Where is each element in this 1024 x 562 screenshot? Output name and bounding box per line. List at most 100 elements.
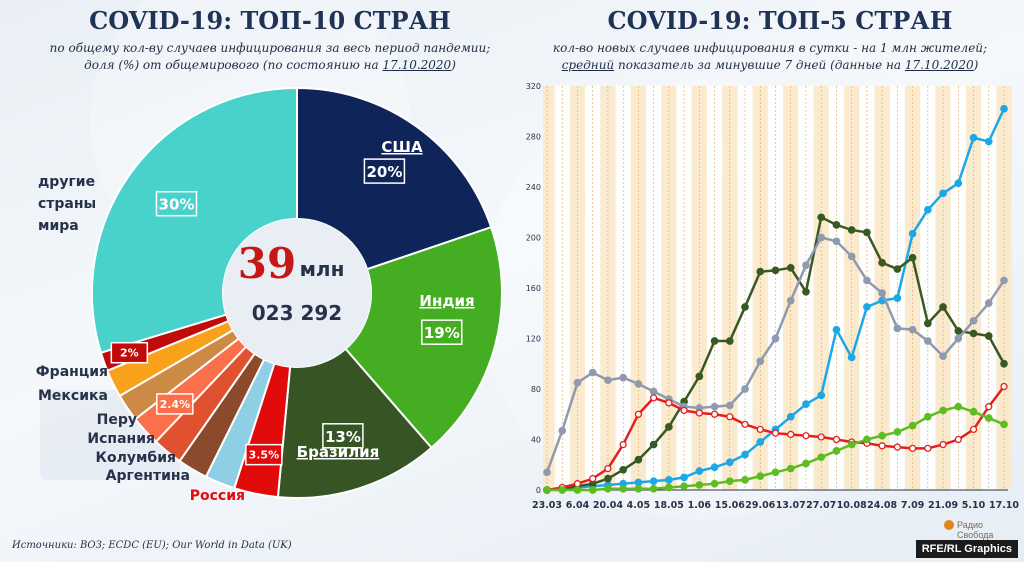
- series-point: [680, 482, 688, 491]
- series-point: [984, 137, 993, 146]
- series-point: [969, 407, 978, 416]
- slice-name-label: Испания: [87, 431, 155, 447]
- slice-name-label: Колумбия: [96, 450, 176, 466]
- series-point: [908, 325, 917, 334]
- series-point: [847, 353, 856, 362]
- left-subtitle-line2: доля (%) от общемирового (по состоянию н…: [10, 57, 530, 74]
- left-chart-title: COVID-19: ТОП-10 СТРАН: [89, 6, 451, 35]
- series-point: [1000, 359, 1008, 368]
- series-point: [878, 442, 886, 450]
- series-point: [619, 373, 628, 382]
- series-point: [969, 316, 978, 325]
- series-point: [923, 319, 932, 328]
- slice-name-label: Перу: [97, 412, 137, 428]
- series-point: [649, 387, 658, 396]
- series-point: [756, 425, 764, 434]
- logo-line1: Радио: [957, 520, 983, 530]
- series-point: [741, 476, 749, 484]
- series-point: [969, 133, 978, 142]
- slice-name-label: Аргентина: [106, 468, 190, 484]
- series-point: [923, 205, 932, 214]
- series-point: [893, 443, 902, 451]
- total-big: 39: [238, 239, 296, 288]
- left-subtitle-date: 17.10.2020: [382, 58, 452, 72]
- series-point: [802, 400, 810, 408]
- slice-name-label: мира: [38, 218, 79, 234]
- series-point: [710, 337, 719, 345]
- series-point: [771, 429, 780, 437]
- series-point: [863, 276, 871, 285]
- series-point: [771, 334, 780, 343]
- series-point: [893, 324, 902, 333]
- x-tick-label: 13.07: [776, 500, 806, 511]
- series-point: [771, 468, 780, 477]
- series-point: [863, 228, 871, 237]
- slice-pct-label: 30%: [159, 196, 195, 214]
- series-point: [817, 233, 826, 242]
- slice-pct-box: [363, 158, 406, 184]
- series-point: [573, 378, 582, 387]
- series-point: [710, 410, 719, 418]
- slice-pct-label: 2.4%: [160, 398, 191, 411]
- right-subtitle-rest: показатель за минувшие 7 дней (данные на: [614, 58, 905, 72]
- right-subtitle-line1: кол-во новых случаев инфицирования в сут…: [552, 41, 988, 55]
- y-tick-label: 240: [526, 183, 541, 192]
- x-tick-label: 17.10: [989, 500, 1019, 511]
- slice-name-label: Россия: [190, 488, 245, 504]
- slice-pct-label: 2%: [120, 347, 139, 360]
- series-point: [954, 334, 963, 343]
- series-point: [710, 479, 719, 488]
- slice-name-label: Мексика: [38, 388, 108, 404]
- donut-hole: [223, 219, 371, 367]
- slice-pct-label: 20%: [366, 163, 402, 181]
- series-point: [923, 412, 932, 421]
- series-point: [634, 484, 643, 493]
- series-point: [634, 410, 643, 418]
- series-point: [954, 435, 962, 444]
- series-point: [680, 473, 688, 482]
- line-chart: 0 40 80 120 160 200 240 280 320 23.03 6.04 20.04 4.0…: [526, 82, 1020, 511]
- series-point: [710, 463, 719, 472]
- x-tick-label: 15.06: [715, 500, 745, 511]
- slice-name-label: Франция: [36, 364, 108, 380]
- y-tick-label: 280: [526, 133, 541, 142]
- series-point: [604, 464, 612, 473]
- x-tick-label: 10.08: [837, 500, 867, 511]
- series-point: [634, 478, 643, 487]
- series-point: [771, 266, 780, 275]
- series-point: [619, 484, 628, 493]
- slice-pct-box: [421, 319, 463, 345]
- series-point: [665, 423, 673, 431]
- series-point: [725, 337, 734, 345]
- left-subtitle-prefix: доля (%) от общемирового (по состоянию н…: [84, 58, 383, 72]
- series-point: [573, 486, 582, 494]
- series-point: [695, 467, 704, 475]
- x-tick-label: 23.03: [532, 500, 562, 511]
- series-point: [619, 465, 628, 474]
- y-tick-label: 0: [536, 486, 541, 495]
- series-point: [802, 459, 810, 468]
- series-point: [878, 289, 886, 297]
- slice-pct-box: [156, 393, 194, 415]
- series-point: [924, 444, 932, 452]
- series-point: [710, 402, 719, 411]
- series-point: [817, 391, 826, 400]
- slice-pct-box: [245, 443, 283, 466]
- series-point: [817, 213, 826, 222]
- series-point: [786, 412, 795, 421]
- series-point: [649, 477, 658, 486]
- series-point: [741, 420, 749, 429]
- radio-svoboda-logo: Радио Свобода: [944, 520, 1014, 542]
- series-point: [695, 372, 704, 381]
- series-point: [908, 253, 917, 262]
- left-subtitle-line1: по общему кол-ву случаев инфицирования з…: [49, 41, 491, 55]
- series-point: [893, 428, 902, 436]
- logo-mark-icon: [944, 520, 954, 530]
- series-point: [863, 303, 871, 311]
- series-point: [588, 368, 597, 377]
- series-point: [832, 447, 841, 455]
- series-point: [893, 294, 902, 302]
- series-point: [741, 385, 749, 393]
- series-point: [588, 486, 597, 494]
- slice-pct-label: 3.5%: [249, 449, 280, 462]
